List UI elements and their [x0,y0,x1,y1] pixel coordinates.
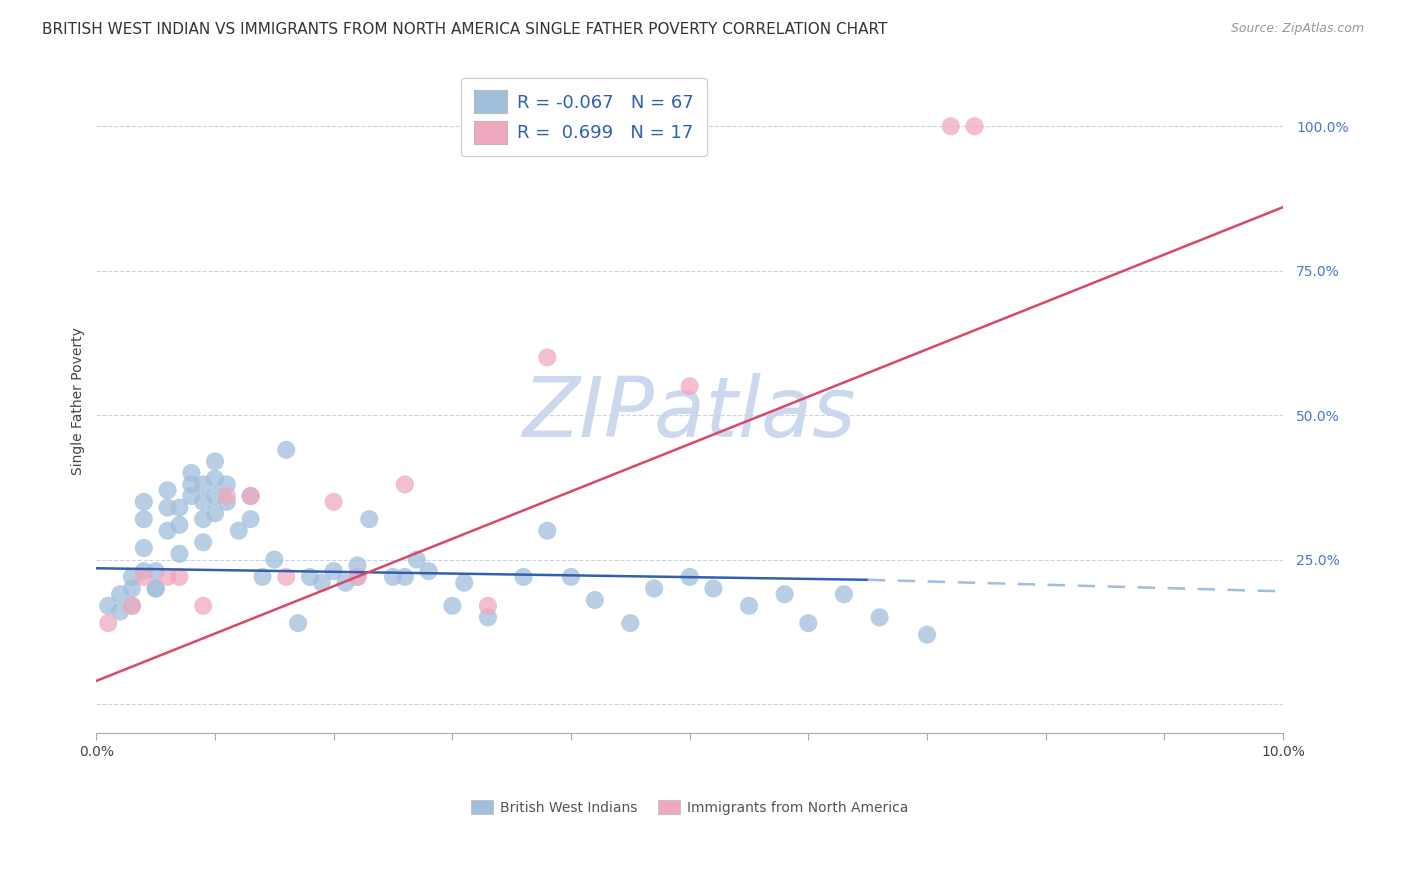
Point [453,575,475,590]
Point [276,442,298,457]
Point [394,570,416,584]
Point [204,472,226,486]
Point [132,495,155,509]
Point [156,570,179,584]
Point [121,599,143,613]
Point [405,552,427,566]
Point [939,120,962,134]
Point [191,495,214,509]
Point [239,512,262,526]
Point [346,558,368,573]
Point [97,616,120,631]
Point [679,379,702,393]
Point [477,599,499,613]
Point [477,610,499,624]
Point [156,500,179,515]
Point [191,535,214,549]
Point [169,547,191,561]
Point [832,587,855,601]
Point [169,500,191,515]
Point [204,489,226,503]
Point [156,524,179,538]
Point [322,564,344,578]
Point [583,593,606,607]
Point [239,489,262,503]
Y-axis label: Single Father Poverty: Single Father Poverty [72,326,86,475]
Point [204,507,226,521]
Point [335,575,357,590]
Point [228,524,250,538]
Point [145,564,167,578]
Point [382,570,405,584]
Point [702,582,724,596]
Point [204,454,226,468]
Point [536,524,558,538]
Point [276,570,298,584]
Point [773,587,796,601]
Point [121,582,143,596]
Point [619,616,641,631]
Point [560,570,582,584]
Point [322,495,344,509]
Point [738,599,761,613]
Point [346,570,368,584]
Point [121,570,143,584]
Point [263,552,285,566]
Point [180,466,202,480]
Point [359,512,381,526]
Text: BRITISH WEST INDIAN VS IMMIGRANTS FROM NORTH AMERICA SINGLE FATHER POVERTY CORRE: BRITISH WEST INDIAN VS IMMIGRANTS FROM N… [42,22,887,37]
Point [252,570,274,584]
Point [132,570,155,584]
Point [215,477,238,491]
Point [169,570,191,584]
Point [191,599,214,613]
Point [394,477,416,491]
Point [311,575,333,590]
Point [215,495,238,509]
Point [869,610,891,624]
Legend: British West Indians, Immigrants from North America: British West Indians, Immigrants from No… [464,793,915,822]
Point [191,477,214,491]
Point [180,477,202,491]
Point [180,489,202,503]
Point [97,599,120,613]
Point [169,517,191,532]
Point [512,570,534,584]
Point [418,564,440,578]
Point [239,489,262,503]
Point [298,570,321,584]
Point [121,599,143,613]
Point [145,582,167,596]
Point [536,351,558,365]
Point [346,570,368,584]
Text: ZIPatlas: ZIPatlas [523,374,856,455]
Point [191,512,214,526]
Point [108,587,131,601]
Point [797,616,820,631]
Point [287,616,309,631]
Text: Source: ZipAtlas.com: Source: ZipAtlas.com [1230,22,1364,36]
Point [132,564,155,578]
Point [215,489,238,503]
Point [643,582,665,596]
Point [132,512,155,526]
Point [108,605,131,619]
Point [132,541,155,555]
Point [156,483,179,498]
Point [963,120,986,134]
Point [915,628,938,642]
Point [145,582,167,596]
Point [441,599,464,613]
Point [679,570,702,584]
